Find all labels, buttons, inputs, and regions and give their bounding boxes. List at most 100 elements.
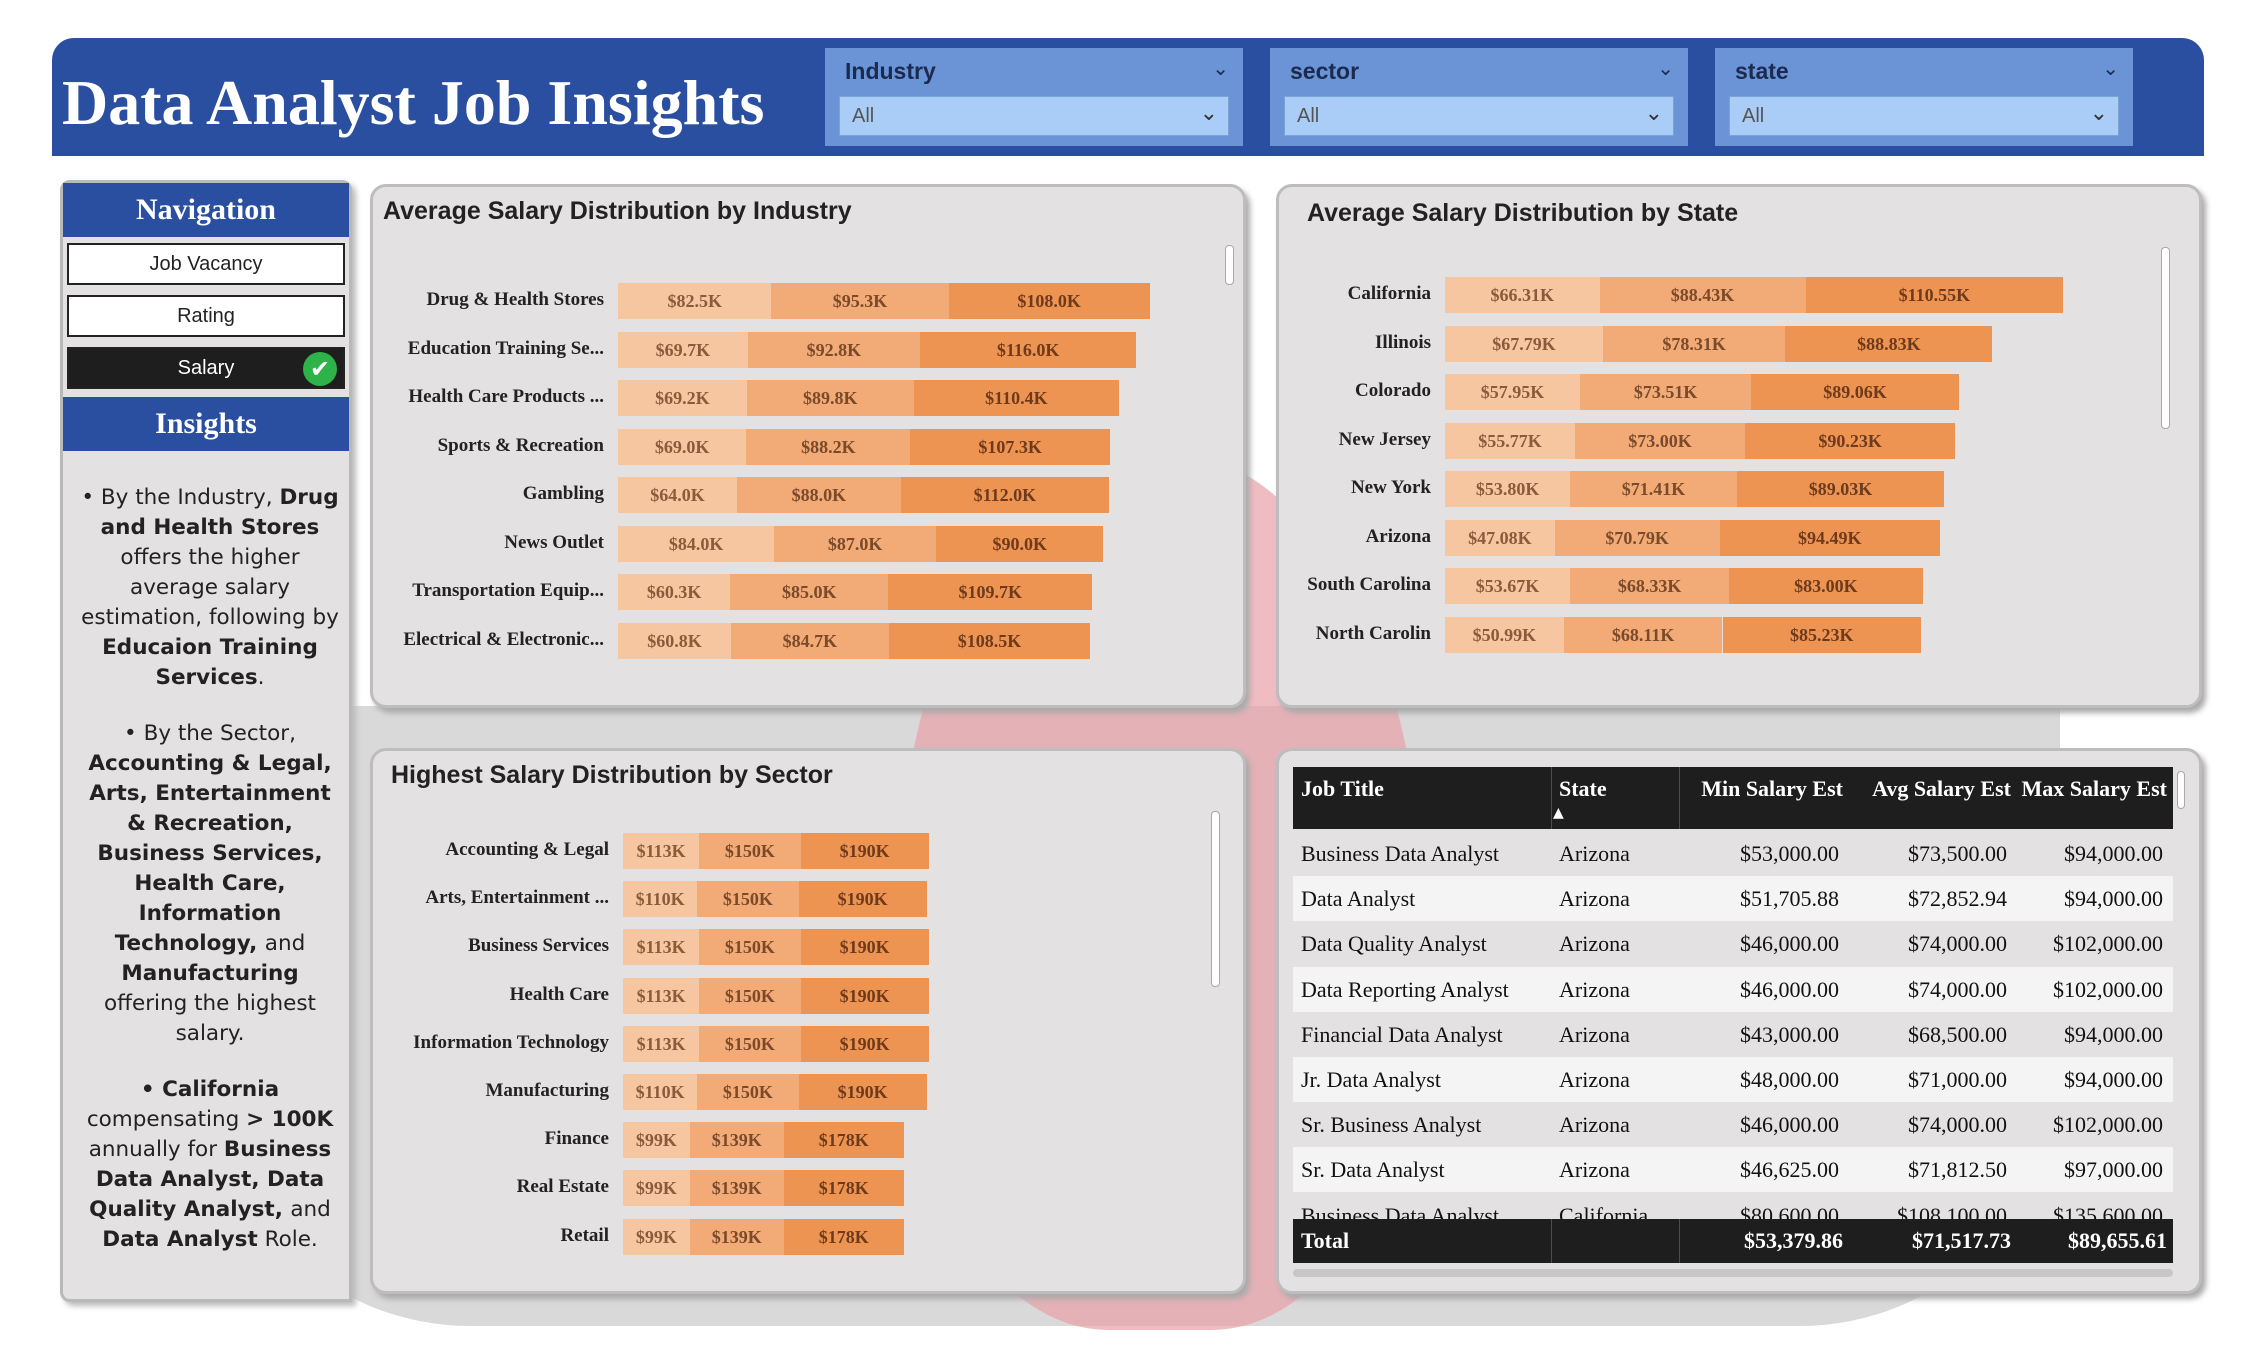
- bar-segment-max[interactable]: $94.49K: [1719, 519, 1940, 556]
- bar-segment-avg[interactable]: $78.31K: [1602, 325, 1786, 362]
- table-row[interactable]: Data Quality Analyst Arizona $46,000.00 $74…: [1293, 921, 2173, 967]
- scroll-thumb[interactable]: [1211, 811, 1220, 987]
- chart-scrollbar[interactable]: [1225, 245, 1234, 285]
- bar-segment-max[interactable]: $89.06K: [1751, 374, 1959, 410]
- column-header-max-salary[interactable]: Max Salary Est: [2021, 776, 2167, 801]
- bar-segment-avg[interactable]: $95.3K: [771, 283, 949, 319]
- column-header-avg-salary[interactable]: Avg Salary Est: [1872, 776, 2011, 801]
- bar-segment-avg[interactable]: $73.51K: [1580, 374, 1752, 410]
- bar-segment-avg[interactable]: $85.0K: [730, 574, 889, 610]
- bar-segment-min[interactable]: $113K: [623, 929, 700, 966]
- state-filter[interactable]: state ⌄ All ⌄: [1715, 48, 2133, 146]
- chevron-down-icon[interactable]: ⌄: [1644, 101, 1663, 126]
- bar-segment-avg[interactable]: $71.41K: [1570, 471, 1737, 507]
- sector-select[interactable]: All ⌄: [1284, 96, 1674, 136]
- scroll-thumb[interactable]: [1225, 245, 1234, 285]
- bar-segment-min[interactable]: $99K: [623, 1122, 690, 1159]
- bar-segment-min[interactable]: $60.8K: [618, 622, 732, 659]
- bar-segment-max[interactable]: $178K: [783, 1170, 904, 1207]
- bar-segment-max[interactable]: $110.55K: [1805, 277, 2064, 313]
- bar-segment-avg[interactable]: $139K: [689, 1218, 784, 1255]
- bar-segment-min[interactable]: $53.80K: [1445, 471, 1571, 507]
- table-scrollbar[interactable]: [2177, 771, 2185, 809]
- bar-segment-max[interactable]: $90.23K: [1745, 422, 1956, 459]
- bar-segment-avg[interactable]: $87.0K: [774, 525, 937, 562]
- bar-segment-avg[interactable]: $139K: [689, 1122, 784, 1159]
- bar-segment-avg[interactable]: $84.7K: [731, 622, 889, 659]
- bar-segment-max[interactable]: $83.00K: [1729, 568, 1923, 604]
- chart-scrollbar[interactable]: [1211, 811, 1220, 987]
- bar-segment-min[interactable]: $53.67K: [1445, 568, 1571, 604]
- bar-segment-min[interactable]: $113K: [623, 977, 700, 1014]
- bar-segment-min[interactable]: $113K: [623, 1025, 700, 1062]
- bar-segment-max[interactable]: $89.03K: [1736, 471, 1945, 507]
- bar-segment-avg[interactable]: $92.8K: [747, 331, 921, 368]
- bar-segment-max[interactable]: $190K: [800, 977, 929, 1014]
- bar-segment-avg[interactable]: $88.2K: [746, 428, 911, 465]
- chart-scrollbar[interactable]: [2161, 247, 2170, 429]
- table-row[interactable]: Business Data Analyst Arizona $53,000.00 $7…: [1293, 831, 2173, 876]
- bar-segment-min[interactable]: $55.77K: [1445, 422, 1575, 459]
- table-row[interactable]: Business Data Analyst California $80,600.0…: [1293, 1192, 2173, 1219]
- bar-segment-max[interactable]: $88.83K: [1785, 325, 1993, 362]
- bar-segment-min[interactable]: $67.79K: [1445, 325, 1603, 362]
- chevron-down-icon[interactable]: ⌄: [1657, 56, 1674, 80]
- bar-segment-min[interactable]: $64.0K: [618, 477, 738, 513]
- bar-segment-max[interactable]: $85.23K: [1722, 616, 1922, 653]
- table-row[interactable]: Data Analyst Arizona $51,705.88 $72,852.94 $…: [1293, 876, 2173, 922]
- bar-segment-min[interactable]: $99K: [623, 1170, 690, 1207]
- column-header-state[interactable]: State: [1559, 776, 1607, 801]
- bar-segment-avg[interactable]: $88.0K: [737, 477, 901, 513]
- table-row[interactable]: Financial Data Analyst Arizona $43,000.00 $…: [1293, 1011, 2173, 1057]
- bar-segment-max[interactable]: $178K: [783, 1218, 904, 1255]
- table-row[interactable]: Sr. Business Analyst Arizona $46,000.00 $74…: [1293, 1102, 2173, 1148]
- scroll-thumb[interactable]: [2161, 247, 2170, 429]
- chevron-down-icon[interactable]: ⌄: [2102, 56, 2119, 80]
- bar-segment-max[interactable]: $116.0K: [920, 331, 1136, 368]
- bar-segment-min[interactable]: $57.95K: [1445, 374, 1581, 410]
- bar-segment-max[interactable]: $107.3K: [910, 428, 1110, 465]
- bar-segment-avg[interactable]: $73.00K: [1574, 422, 1746, 459]
- bar-segment-avg[interactable]: $150K: [697, 1074, 799, 1110]
- bar-segment-avg[interactable]: $68.33K: [1570, 568, 1730, 604]
- bar-segment-avg[interactable]: $139K: [689, 1170, 784, 1207]
- bar-segment-min[interactable]: $47.08K: [1445, 519, 1555, 556]
- bar-segment-max[interactable]: $90.0K: [936, 525, 1104, 562]
- bar-segment-max[interactable]: $190K: [798, 881, 927, 918]
- sector-filter[interactable]: sector ⌄ All ⌄: [1270, 48, 1688, 146]
- bar-segment-max[interactable]: $190K: [800, 1025, 929, 1062]
- table-row[interactable]: Jr. Data Analyst Arizona $48,000.00 $71,000…: [1293, 1057, 2173, 1102]
- bar-segment-max[interactable]: $112.0K: [900, 477, 1110, 513]
- bar-segment-avg[interactable]: $150K: [699, 977, 801, 1014]
- bar-segment-avg[interactable]: $68.11K: [1563, 616, 1723, 653]
- bar-segment-max[interactable]: $190K: [798, 1074, 927, 1110]
- chevron-down-icon[interactable]: ⌄: [2089, 101, 2108, 126]
- bar-segment-max[interactable]: $178K: [783, 1122, 904, 1159]
- bar-segment-min[interactable]: $113K: [623, 833, 700, 869]
- bar-segment-min[interactable]: $66.31K: [1445, 277, 1600, 313]
- column-header-min-salary[interactable]: Min Salary Est: [1701, 776, 1843, 801]
- nav-job-vacancy-button[interactable]: Job Vacancy: [67, 243, 345, 285]
- table-row[interactable]: Data Reporting Analyst Arizona $46,000.00 $…: [1293, 966, 2173, 1012]
- bar-segment-avg[interactable]: $89.8K: [746, 380, 914, 416]
- bar-segment-max[interactable]: $108.0K: [948, 283, 1150, 319]
- bar-segment-avg[interactable]: $150K: [699, 929, 801, 966]
- bar-segment-avg[interactable]: $150K: [697, 881, 799, 918]
- bar-segment-max[interactable]: $109.7K: [888, 574, 1093, 610]
- scroll-thumb[interactable]: [2177, 771, 2185, 809]
- table-row[interactable]: Sr. Data Analyst Arizona $46,625.00 $71,812…: [1293, 1147, 2173, 1193]
- nav-salary-button[interactable]: Salary ✔: [67, 347, 345, 389]
- nav-rating-button[interactable]: Rating: [67, 295, 345, 337]
- sort-ascending-icon[interactable]: ▲: [1553, 805, 1564, 821]
- column-header-job-title[interactable]: Job Title: [1301, 776, 1384, 801]
- bar-segment-min[interactable]: $69.7K: [618, 331, 748, 368]
- bar-segment-max[interactable]: $110.4K: [913, 380, 1120, 416]
- table-horizontal-scrollbar[interactable]: [1293, 1269, 2173, 1277]
- bar-segment-max[interactable]: $108.5K: [888, 622, 1091, 659]
- bar-segment-max[interactable]: $190K: [800, 929, 929, 966]
- state-select[interactable]: All ⌄: [1729, 96, 2119, 136]
- bar-segment-min[interactable]: $110K: [623, 1074, 698, 1110]
- chevron-down-icon[interactable]: ⌄: [1199, 101, 1218, 126]
- bar-segment-min[interactable]: $84.0K: [618, 525, 775, 562]
- bar-segment-min[interactable]: $110K: [623, 881, 698, 918]
